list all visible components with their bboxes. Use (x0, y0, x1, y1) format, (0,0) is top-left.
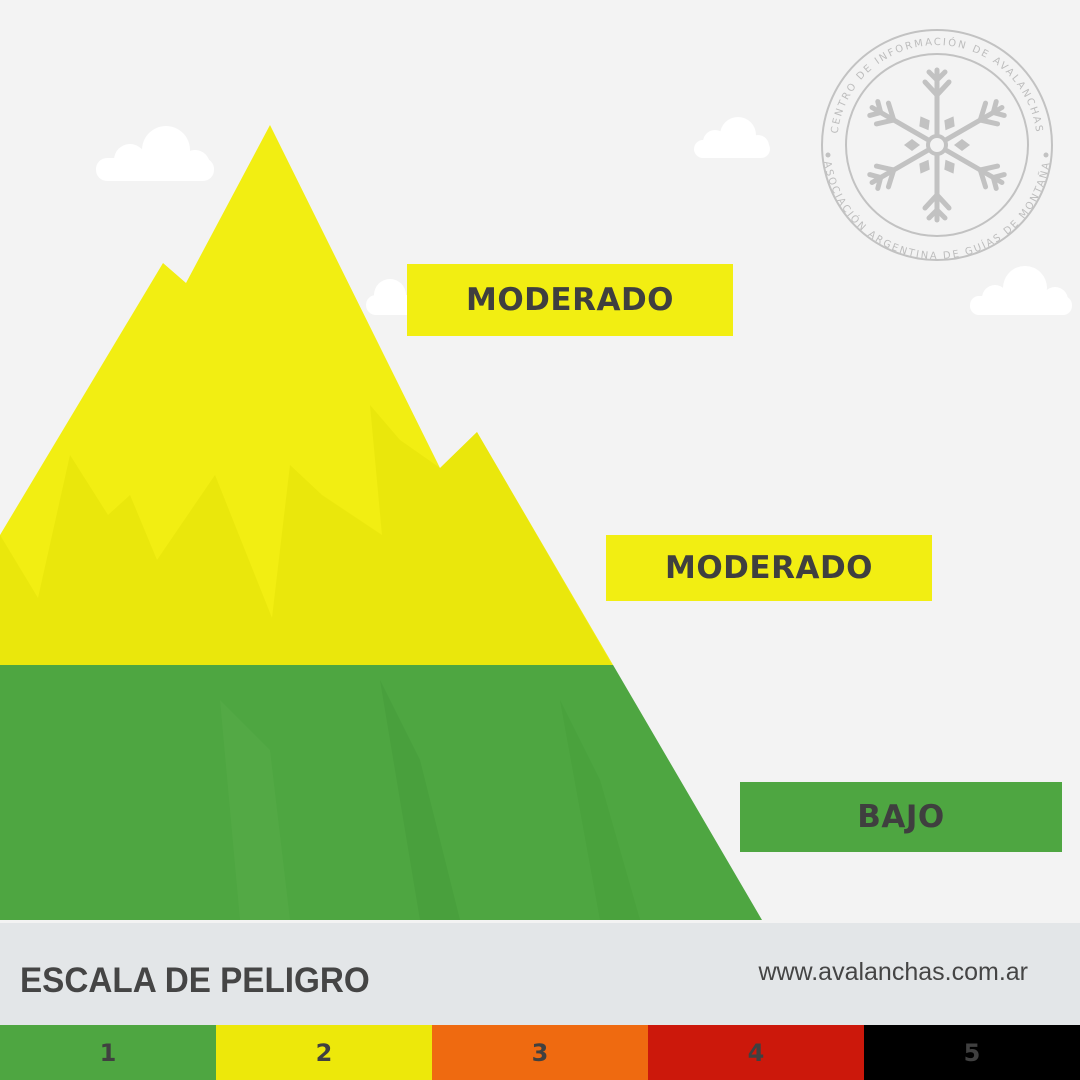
website-link[interactable]: www.avalanchas.com.ar (758, 958, 1028, 986)
mountain (0, 125, 762, 920)
seal-logo: CENTRO DE INFORMACIÓN DE AVALANCHAS ASOC… (821, 29, 1053, 262)
danger-level-1: 1 (0, 1025, 216, 1080)
band-label-upper: MODERADO (407, 264, 733, 336)
band-label-text: MODERADO (664, 550, 874, 586)
band-label-lower: BAJO (740, 782, 1062, 852)
danger-level-4: 4 (648, 1025, 864, 1080)
band-label-text: BAJO (857, 799, 945, 835)
clouds (96, 117, 1072, 315)
danger-level-3: 3 (432, 1025, 648, 1080)
cloud-icon (694, 117, 770, 158)
danger-scale: 1 2 3 4 5 (0, 1025, 1080, 1080)
band-lower (0, 665, 762, 920)
band-label-text: MODERADO (465, 282, 675, 318)
band-label-middle: MODERADO (606, 535, 932, 601)
danger-level-5: 5 (864, 1025, 1080, 1080)
footer: ESCALA DE PELIGRO www.avalanchas.com.ar (0, 923, 1080, 1025)
footer-title: ESCALA DE PELIGRO (20, 961, 370, 1000)
cloud-icon (970, 266, 1072, 315)
cloud-icon (96, 126, 214, 181)
snowflake-icon (866, 67, 1008, 220)
danger-level-2: 2 (216, 1025, 432, 1080)
